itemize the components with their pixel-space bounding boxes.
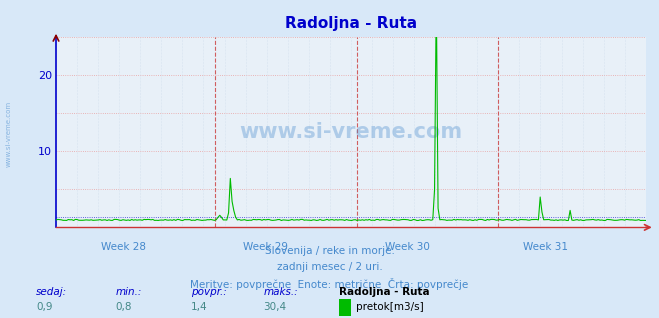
Text: 1,4: 1,4 (191, 302, 208, 312)
Text: www.si-vreme.com: www.si-vreme.com (5, 100, 11, 167)
Text: zadnji mesec / 2 uri.: zadnji mesec / 2 uri. (277, 262, 382, 272)
Text: sedaj:: sedaj: (36, 287, 67, 297)
Text: min.:: min.: (115, 287, 142, 297)
Text: 0,8: 0,8 (115, 302, 132, 312)
Text: pretok[m3/s]: pretok[m3/s] (356, 302, 424, 312)
Title: Radoljna - Ruta: Radoljna - Ruta (285, 16, 417, 31)
Text: Week 28: Week 28 (101, 242, 146, 252)
Text: Radoljna - Ruta: Radoljna - Ruta (339, 287, 430, 297)
Text: maks.:: maks.: (264, 287, 299, 297)
Text: Week 29: Week 29 (243, 242, 288, 252)
Text: 30,4: 30,4 (264, 302, 287, 312)
Text: Week 30: Week 30 (384, 242, 430, 252)
Text: Meritve: povprečne  Enote: metrične  Črta: povprečje: Meritve: povprečne Enote: metrične Črta:… (190, 278, 469, 290)
Text: Week 31: Week 31 (523, 242, 568, 252)
Text: povpr.:: povpr.: (191, 287, 227, 297)
Text: 0,9: 0,9 (36, 302, 53, 312)
Text: Slovenija / reke in morje.: Slovenija / reke in morje. (264, 246, 395, 256)
Text: www.si-vreme.com: www.si-vreme.com (239, 122, 463, 142)
